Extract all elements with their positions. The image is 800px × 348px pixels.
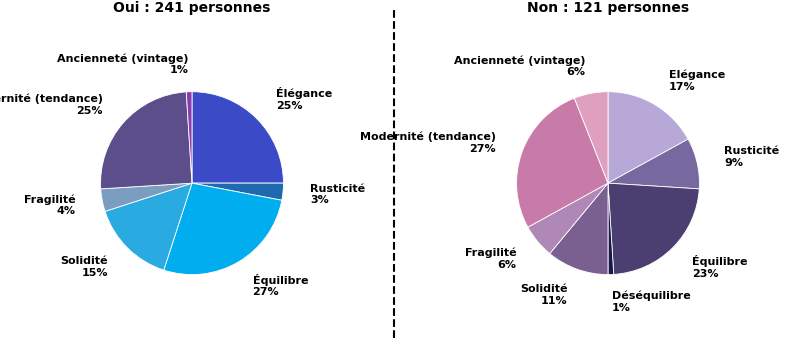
Text: Déséquilibre
1%: Déséquilibre 1%	[612, 291, 690, 313]
Text: Modernité (tendance)
27%: Modernité (tendance) 27%	[360, 132, 496, 154]
Wedge shape	[105, 183, 192, 270]
Text: Ancienneté (vintage)
6%: Ancienneté (vintage) 6%	[454, 55, 586, 78]
Wedge shape	[550, 183, 608, 275]
Text: Équilibre
27%: Équilibre 27%	[253, 274, 308, 297]
Wedge shape	[517, 98, 608, 227]
Text: Modernité (tendance)
25%: Modernité (tendance) 25%	[0, 94, 103, 116]
Title: Non : 121 personnes: Non : 121 personnes	[527, 1, 689, 15]
Title: Oui : 241 personnes: Oui : 241 personnes	[114, 1, 270, 15]
Wedge shape	[101, 183, 192, 211]
Text: Fragilité
4%: Fragilité 4%	[24, 195, 75, 216]
Text: Élégance
25%: Élégance 25%	[276, 87, 332, 111]
Wedge shape	[192, 183, 283, 200]
Text: Ancienneté (vintage)
1%: Ancienneté (vintage) 1%	[57, 53, 188, 76]
Wedge shape	[101, 92, 192, 189]
Wedge shape	[192, 92, 283, 183]
Text: Solidité
11%: Solidité 11%	[520, 284, 568, 306]
Text: Fragilité
6%: Fragilité 6%	[465, 248, 517, 270]
Text: Solidité
15%: Solidité 15%	[61, 256, 108, 278]
Wedge shape	[164, 183, 282, 275]
Wedge shape	[608, 183, 614, 275]
Text: Rusticité
9%: Rusticité 9%	[724, 147, 779, 168]
Wedge shape	[186, 92, 192, 183]
Text: Rusticité
3%: Rusticité 3%	[310, 183, 366, 205]
Text: Équilibre
23%: Équilibre 23%	[692, 255, 747, 279]
Wedge shape	[608, 183, 699, 274]
Wedge shape	[574, 92, 608, 183]
Wedge shape	[608, 139, 699, 189]
Wedge shape	[608, 92, 688, 183]
Wedge shape	[528, 183, 608, 254]
Text: Elégance
17%: Elégance 17%	[669, 70, 725, 92]
